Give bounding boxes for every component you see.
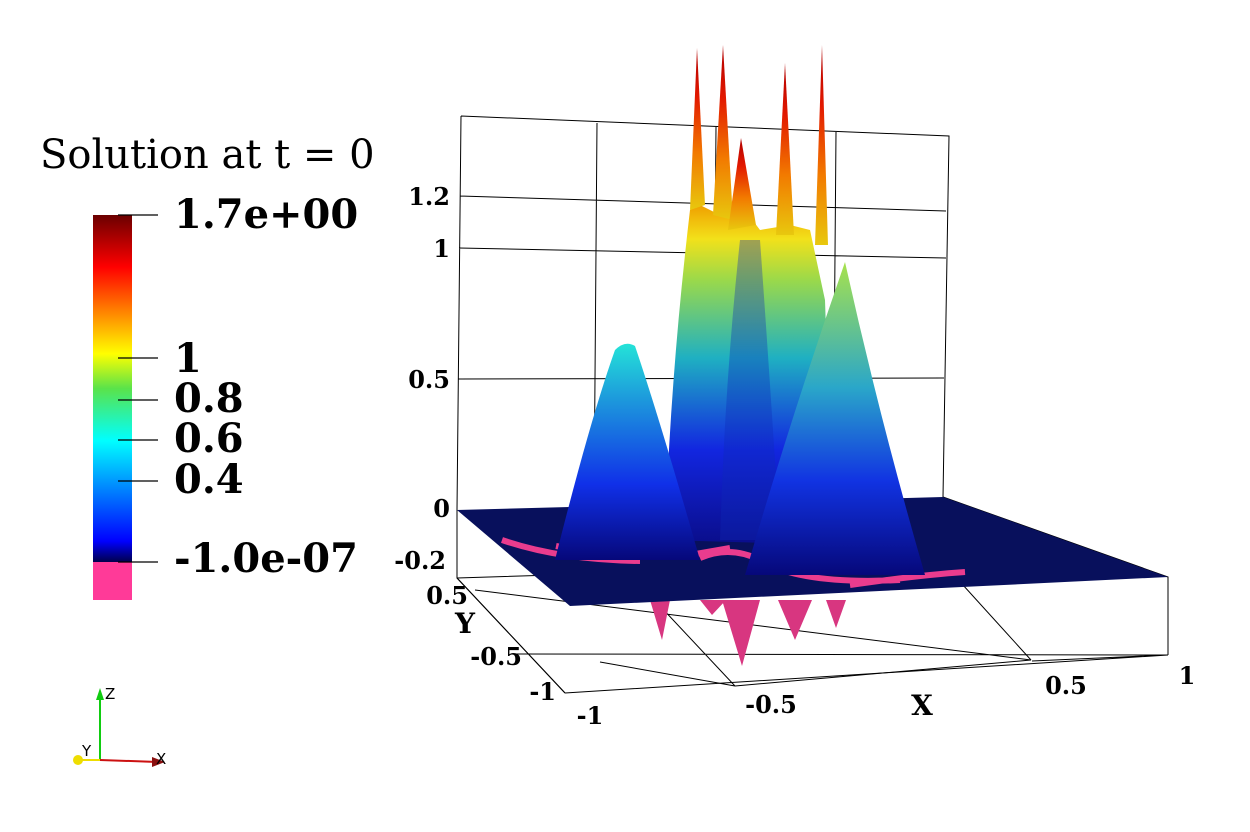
colorbar-gradient: [93, 215, 132, 562]
colorbar-tick-1: 1: [174, 335, 202, 382]
y-axis-title: Y: [454, 607, 476, 640]
x-arrow-icon: [152, 757, 165, 767]
x-tick-0.5: 0.5: [1045, 671, 1087, 700]
left-cone: [555, 343, 700, 560]
spike-4: [776, 63, 794, 235]
y-tick-neg1: -1: [529, 677, 556, 706]
x-tick-neg1: -1: [577, 701, 604, 730]
colorbar-tick-0.4: 0.4: [174, 456, 244, 503]
triad-z-label: Z: [105, 685, 115, 703]
x-tick-1: 1: [1179, 661, 1196, 690]
z-tick-0: 0: [433, 494, 450, 523]
spike-3: [728, 138, 756, 230]
colorbar-below-range: [93, 562, 132, 600]
below-range-lobes: [650, 600, 846, 666]
colorbar-tick-0.6: 0.6: [174, 415, 244, 462]
z-arrow-icon: [96, 688, 104, 700]
y-axis-ticks: 0.5 Y -0.5 -1: [426, 581, 556, 706]
z-tick-neg0.2: -0.2: [394, 546, 446, 575]
y-tick-0.5: 0.5: [426, 581, 468, 610]
z-tick-1.2: 1.2: [408, 182, 450, 211]
chart-title: Solution at t = 0: [40, 132, 375, 178]
orientation-triad: Z Y X: [73, 685, 166, 768]
x-axis-title: X: [911, 689, 933, 722]
solution-surface: [457, 45, 1168, 666]
colorbar-tick-0.8: 0.8: [174, 375, 244, 422]
spike-5: [815, 45, 828, 245]
spike-1: [690, 48, 705, 210]
z-tick-1: 1: [433, 234, 450, 263]
colorbar-max-label: 1.7e+00: [174, 191, 358, 238]
colorbar: Solution at t = 0 1.7e+00 1 0.8 0.6 0.4 …: [40, 132, 375, 600]
x-axis-ticks: -1 -0.5 X 0.5 1: [577, 661, 1196, 730]
right-cone: [745, 262, 925, 575]
x-tick-neg0.5: -0.5: [745, 690, 797, 719]
y-tick-neg0.5: -0.5: [470, 642, 522, 671]
triad-y-label: Y: [81, 742, 92, 760]
z-axis-ticks: 1.2 1 0.5 0 -0.2: [394, 182, 450, 575]
triad-x-label: X: [156, 750, 166, 768]
spike-2: [713, 45, 733, 220]
hump-shading: [720, 240, 780, 540]
z-tick-0.5: 0.5: [408, 365, 450, 394]
colorbar-min-label: -1.0e-07: [174, 535, 358, 582]
